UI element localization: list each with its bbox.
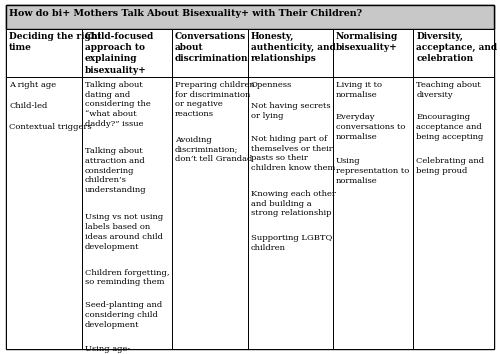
Text: Honesty,
authenticity, and
relationships: Honesty, authenticity, and relationships [250, 32, 336, 63]
Bar [248, 77, 333, 349]
Text: Preparing children
for discrimination
or negative
reactions: Preparing children for discrimination or… [175, 81, 254, 118]
Bar [414, 29, 494, 77]
Text: Not having secrets
or lying: Not having secrets or lying [250, 102, 330, 120]
Text: Teaching about
diversity: Teaching about diversity [416, 81, 481, 98]
Bar [333, 77, 413, 349]
Bar [333, 29, 413, 77]
Bar [172, 77, 248, 349]
Text: Seed-planting and
considering child
development: Seed-planting and considering child deve… [84, 301, 162, 329]
Bar [414, 77, 494, 349]
Bar [6, 77, 82, 349]
Text: Living it to
normalise: Living it to normalise [336, 81, 382, 98]
Text: Deciding the right
time: Deciding the right time [9, 32, 102, 52]
Bar [248, 29, 333, 77]
Text: Avoiding
discrimination;
don’t tell Grandad: Avoiding discrimination; don’t tell Gran… [175, 136, 252, 164]
Text: Not hiding part of
themselves or their
pasts so their
children know them: Not hiding part of themselves or their p… [250, 135, 335, 172]
Text: Using
representation to
normalise: Using representation to normalise [336, 157, 409, 185]
Text: Child-focused
approach to
explaining
bisexuality+: Child-focused approach to explaining bis… [84, 32, 154, 74]
Text: Using age-
appropriate
resources: Using age- appropriate resources [84, 345, 134, 354]
Text: How do bi+ Mothers Talk About Bisexuality+ with Their Children?: How do bi+ Mothers Talk About Bisexualit… [9, 9, 362, 18]
Text: Supporting LGBTQ
children: Supporting LGBTQ children [250, 234, 332, 251]
Text: Contextual triggers: Contextual triggers [9, 124, 92, 131]
Text: Using vs not using
labels based on
ideas around child
development: Using vs not using labels based on ideas… [84, 213, 163, 251]
Text: Conversations
about
discrimination: Conversations about discrimination [175, 32, 248, 63]
Text: A right age: A right age [9, 81, 56, 89]
Bar [6, 5, 494, 29]
Text: Normalising
bisexuality+: Normalising bisexuality+ [336, 32, 398, 52]
Text: Knowing each other
and building a
strong relationship: Knowing each other and building a strong… [250, 190, 336, 217]
Text: Openness: Openness [250, 81, 292, 89]
Text: Child-led: Child-led [9, 102, 48, 110]
Bar [6, 29, 82, 77]
Text: Encouraging
acceptance and
being accepting: Encouraging acceptance and being accepti… [416, 113, 484, 141]
Text: Diversity,
acceptance, and
celebration: Diversity, acceptance, and celebration [416, 32, 498, 63]
Bar [82, 77, 172, 349]
Bar [82, 29, 172, 77]
Text: Everyday
conversations to
normalise: Everyday conversations to normalise [336, 113, 406, 141]
Text: Celebrating and
being proud: Celebrating and being proud [416, 157, 484, 175]
Bar [172, 29, 248, 77]
Text: Talking about
attraction and
considering
children’s
understanding: Talking about attraction and considering… [84, 147, 146, 194]
Text: Talking about
dating and
considering the
“what about
daddy?” issue: Talking about dating and considering the… [84, 81, 150, 128]
Text: Children forgetting,
so reminding them: Children forgetting, so reminding them [84, 269, 169, 286]
